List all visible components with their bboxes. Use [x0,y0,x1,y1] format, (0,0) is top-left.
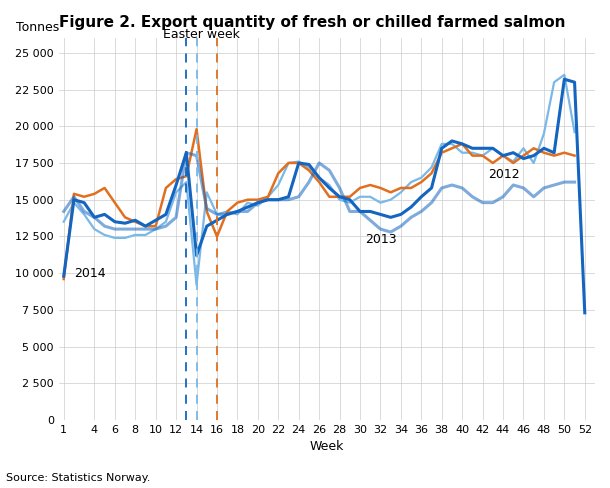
Text: 2013: 2013 [365,233,396,246]
Text: 2012: 2012 [488,168,519,181]
Text: Source: Statistics Norway.: Source: Statistics Norway. [6,473,151,483]
Text: Figure 2. Export quantity of fresh or chilled farmed salmon: Figure 2. Export quantity of fresh or ch… [59,15,565,30]
X-axis label: Week: Week [310,441,344,453]
Text: Tonnes: Tonnes [16,21,59,34]
Text: 2014: 2014 [74,266,106,280]
Text: Easter week: Easter week [163,28,240,41]
